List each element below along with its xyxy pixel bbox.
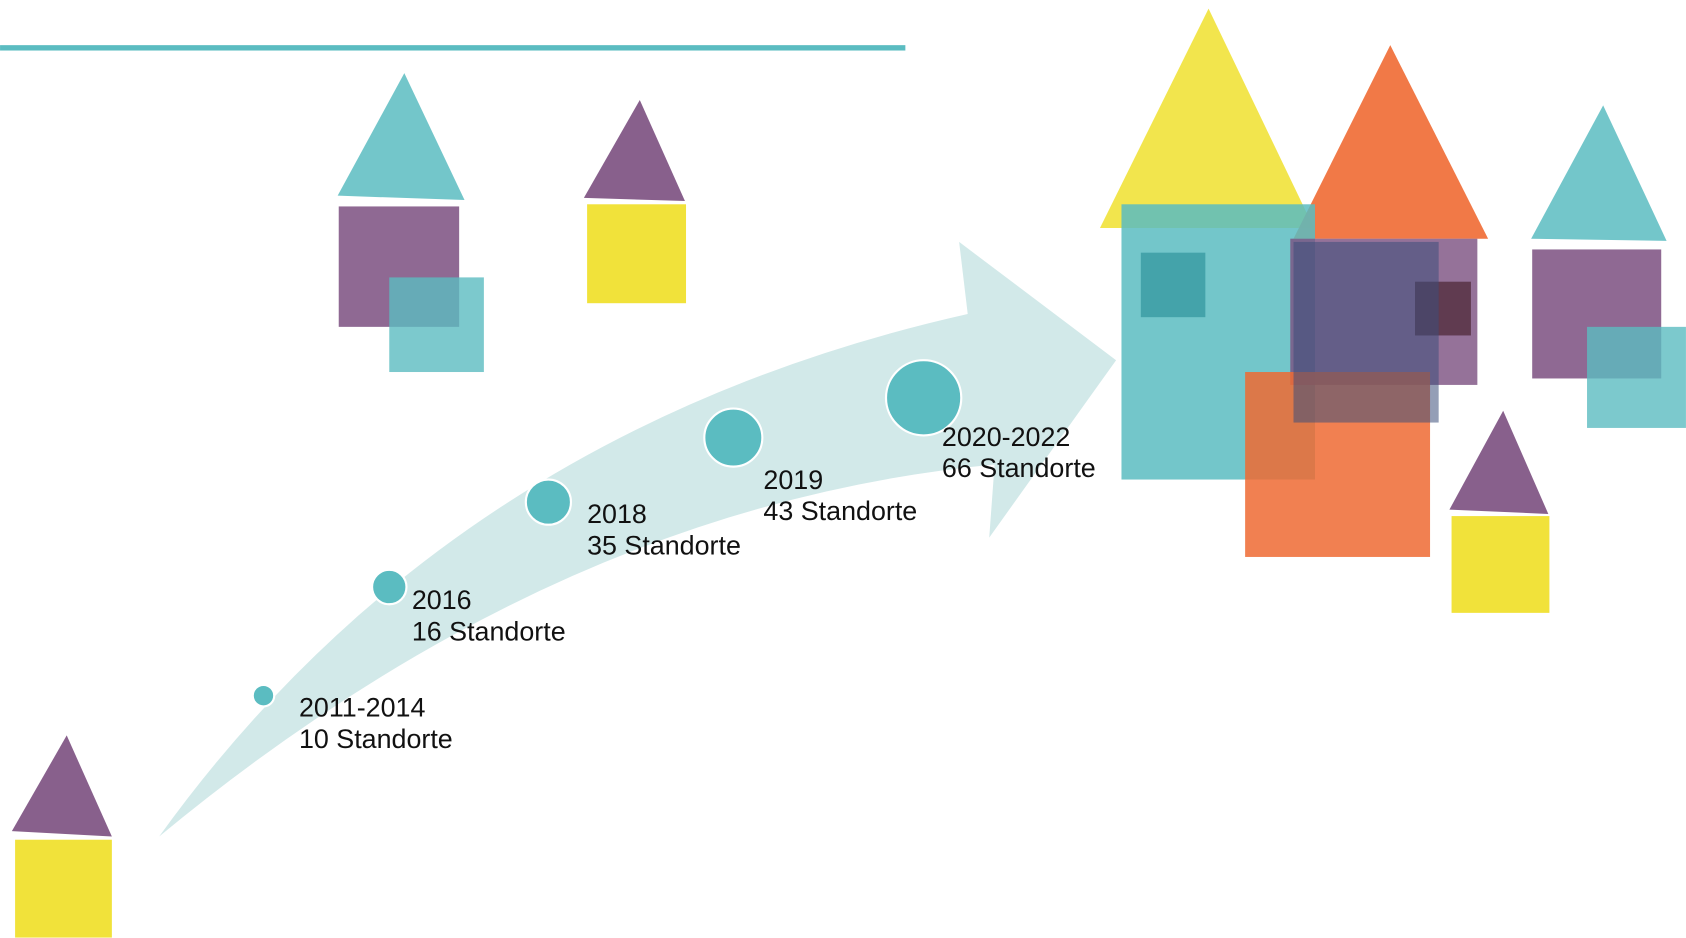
milestone-count: 43 Standorte — [763, 496, 917, 526]
milestone-dot — [704, 409, 762, 467]
milestone-period: 2020-2022 — [942, 422, 1070, 452]
milestone-dot — [372, 570, 406, 604]
house-icon — [12, 735, 112, 937]
milestone-count: 10 Standorte — [299, 724, 453, 754]
milestone-period: 2011-2014 — [299, 693, 426, 723]
milestone-count: 66 Standorte — [942, 453, 1096, 483]
house-cluster — [1100, 9, 1686, 613]
milestone-count: 16 Standorte — [412, 616, 566, 646]
milestone-period: 2018 — [587, 499, 647, 529]
house-icon — [584, 100, 686, 303]
page: {"milestones":[ {"period":"2011-2014","c… — [0, 0, 1686, 938]
slide: 2011-201410 Standorte 201616 Standorte 201… — [0, 0, 1686, 938]
house-icon — [338, 73, 484, 372]
milestone-count: 35 Standorte — [587, 530, 741, 560]
header-rule — [0, 45, 905, 50]
milestone-period: 2016 — [412, 585, 472, 615]
milestone-dot — [253, 685, 275, 707]
milestone-period: 2019 — [763, 465, 823, 495]
milestone-dot — [526, 480, 571, 525]
